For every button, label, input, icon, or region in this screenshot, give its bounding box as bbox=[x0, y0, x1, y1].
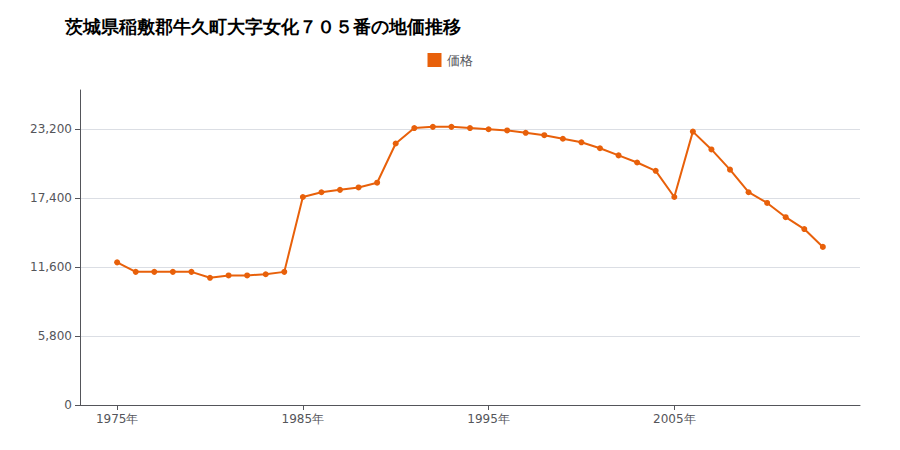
svg-text:1995年: 1995年 bbox=[467, 412, 510, 426]
svg-text:茨城県稲敷郡牛久町大字女化７０５番の地価推移: 茨城県稲敷郡牛久町大字女化７０５番の地価推移 bbox=[64, 16, 461, 37]
svg-text:1985年: 1985年 bbox=[282, 412, 325, 426]
svg-text:2005年: 2005年 bbox=[653, 412, 696, 426]
svg-text:1975年: 1975年 bbox=[96, 412, 139, 426]
svg-text:0: 0 bbox=[64, 398, 72, 412]
svg-text:11,600: 11,600 bbox=[30, 260, 72, 274]
svg-text:価格: 価格 bbox=[447, 53, 473, 68]
svg-text:5,800: 5,800 bbox=[38, 329, 72, 343]
svg-text:23,200: 23,200 bbox=[30, 122, 72, 136]
svg-text:17,400: 17,400 bbox=[30, 191, 72, 205]
